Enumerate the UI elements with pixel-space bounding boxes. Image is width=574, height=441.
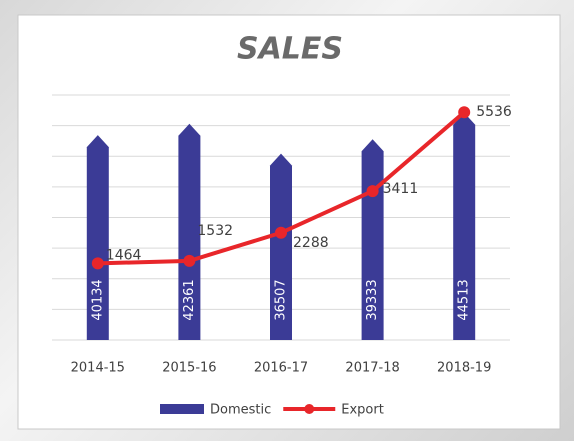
bar xyxy=(453,112,476,341)
line-value-label: 3411 xyxy=(383,181,419,197)
bar xyxy=(270,153,292,340)
chart-title: SALES xyxy=(237,32,343,67)
bar-value-label: 36507 xyxy=(274,279,289,320)
line-point xyxy=(183,254,196,267)
line-value-label: 2288 xyxy=(293,235,329,251)
bar-value-label: 39333 xyxy=(365,279,380,320)
x-tick-label: 2016-17 xyxy=(254,361,308,376)
line-point xyxy=(458,106,471,119)
bar-value-label: 44513 xyxy=(457,279,472,320)
legend-label: Domestic xyxy=(210,403,271,418)
line-point xyxy=(91,257,104,270)
x-tick-label: 2015-16 xyxy=(162,361,216,376)
x-tick-label: 2018-19 xyxy=(437,361,491,376)
line-value-label: 1532 xyxy=(197,223,233,239)
line-point xyxy=(275,226,287,239)
legend-swatch xyxy=(304,404,315,414)
line-value-label: 1464 xyxy=(106,247,142,263)
legend-swatch xyxy=(160,404,204,414)
bar-value-label: 42361 xyxy=(182,279,197,320)
bar-value-label: 40134 xyxy=(90,279,105,320)
bar xyxy=(86,135,109,340)
legend-label: Export xyxy=(341,403,384,418)
x-tick-label: 2014-15 xyxy=(71,361,125,376)
x-tick-label: 2017-18 xyxy=(345,361,399,376)
line-point xyxy=(366,185,379,198)
bar xyxy=(178,123,201,340)
line-value-label: 5536 xyxy=(476,104,512,120)
